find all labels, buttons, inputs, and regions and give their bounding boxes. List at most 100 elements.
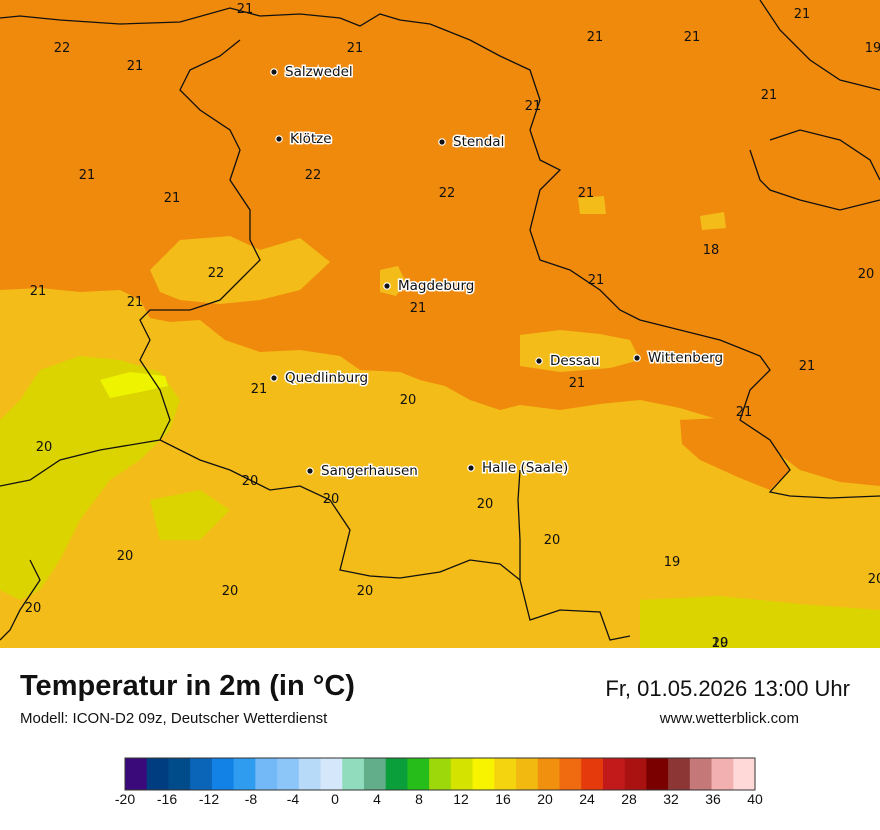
value-label: 22: [208, 266, 225, 281]
value-label: 21: [525, 99, 542, 114]
city-label: Quedlinburg: [285, 370, 368, 386]
legend-swatch: [602, 758, 626, 790]
legend-tick-label: 28: [621, 791, 637, 807]
legend-swatch: [646, 758, 669, 790]
value-label: 21: [79, 168, 96, 183]
city-label: Klötze: [290, 131, 332, 147]
legend-tick-label: 0: [331, 791, 339, 807]
legend-tick-label: -12: [199, 791, 219, 807]
value-label: 21: [127, 59, 144, 74]
city-dot: [270, 68, 278, 76]
legend-swatch: [255, 758, 278, 790]
value-label: 21: [578, 186, 595, 201]
temperature-zone-pocket: [680, 418, 790, 490]
temperature-zone-19: [640, 596, 880, 648]
legend-tick-label: -8: [245, 791, 258, 807]
city-dot: [438, 138, 446, 146]
legend-swatch: [494, 758, 517, 790]
city-marker: Halle (Saale): [467, 459, 570, 478]
value-label: 21: [799, 359, 816, 374]
forecast-datetime: Fr, 01.05.2026 13:00 Uhr: [605, 676, 850, 701]
value-label: 21: [347, 41, 364, 56]
value-label: 20: [117, 549, 134, 564]
city-dot: [306, 467, 314, 475]
legend-swatch: [363, 758, 387, 790]
city-marker: Magdeburg: [383, 277, 476, 296]
value-label: 20: [242, 474, 259, 489]
map-canvas: 21 22 21 21 21 21 21 19 21 21 21 21 22 22 21 18 20 22 21 21…: [0, 0, 880, 648]
city-markers: Salzwedel Klötze Stendal Magdeburg Dessau Wit…: [270, 63, 725, 481]
legend-swatch: [559, 758, 582, 790]
value-label: 22: [305, 168, 322, 183]
value-labels: 21 22 21 21 21 21 21 19 21 21 21 21 22 22 21 18 20 22 21 21…: [25, 2, 880, 648]
legend-swatch: [624, 758, 647, 790]
city-marker: Stendal: [438, 133, 506, 152]
temperature-zone-blob: [200, 410, 360, 448]
legend-swatch: [277, 758, 300, 790]
value-label: 19: [712, 636, 729, 648]
value-label: 21: [164, 191, 181, 206]
legend-tick-label: 36: [705, 791, 721, 807]
value-label: 21: [684, 30, 701, 45]
legend-tick-label: -20: [115, 791, 135, 807]
legend-swatch: [146, 758, 169, 790]
legend-swatch: [385, 758, 408, 790]
temperature-zone-pocket: [820, 396, 880, 470]
website-link[interactable]: www.wetterblick.com: [659, 710, 799, 727]
legend-swatch: [537, 758, 560, 790]
value-label: 21: [794, 7, 811, 22]
legend-tick-label: 8: [415, 791, 423, 807]
city-marker: Dessau: [535, 352, 601, 371]
temperature-zone-blob: [700, 212, 726, 230]
legend-tick-label: 12: [453, 791, 469, 807]
city-dot: [535, 357, 543, 365]
value-label: 20: [712, 636, 729, 648]
temperature-zone-blob: [220, 582, 246, 600]
temperature-zone-20: [0, 288, 880, 648]
temperature-zone-19: [0, 356, 180, 600]
legend-swatch: [516, 758, 539, 790]
legend-swatch: [429, 758, 452, 790]
legend-swatch: [407, 758, 430, 790]
city-marker: Sangerhausen: [306, 462, 419, 481]
city-dot: [467, 464, 475, 472]
city-marker: Wittenberg: [633, 349, 725, 368]
model-credit: Modell: ICON-D2 09z, Deutscher Wetterdie…: [20, 710, 328, 727]
legend-tick-label: 16: [495, 791, 511, 807]
legend-swatch: [711, 758, 734, 790]
value-label: 22: [54, 41, 71, 56]
legend-tick-label: 32: [663, 791, 679, 807]
value-label: 20: [25, 601, 42, 616]
legend-tick-label: 40: [747, 791, 763, 807]
legend-tick-label: 4: [373, 791, 381, 807]
city-label: Wittenberg: [648, 350, 723, 366]
value-label: 21: [30, 284, 47, 299]
value-label: 20: [477, 497, 494, 512]
value-label: 21: [237, 2, 254, 17]
value-label: 19: [865, 41, 880, 56]
city-label: Stendal: [453, 134, 504, 150]
value-label: 20: [222, 584, 239, 599]
city-dot: [633, 354, 641, 362]
legend-swatch: [668, 758, 691, 790]
value-label: 18: [703, 243, 720, 258]
map-footer: Temperatur in 2m (in °C) Modell: ICON-D2…: [0, 648, 880, 830]
value-label: 20: [357, 584, 374, 599]
legend-swatch: [581, 758, 604, 790]
value-label: 21: [736, 405, 753, 420]
value-label: 21: [761, 88, 778, 103]
legend-tick-label: -4: [287, 791, 300, 807]
legend-swatch: [211, 758, 235, 790]
city-label: Dessau: [550, 353, 600, 369]
value-label: 21: [410, 301, 427, 316]
legend-swatch: [298, 758, 321, 790]
legend-swatch: [450, 758, 473, 790]
city-marker: Klötze: [275, 130, 333, 149]
city-label: Magdeburg: [398, 278, 474, 294]
value-label: 20: [544, 533, 561, 548]
value-label: 19: [664, 555, 681, 570]
city-dot: [383, 282, 391, 290]
legend-tick-label: 24: [579, 791, 595, 807]
legend-swatch: [125, 758, 148, 790]
city-dot: [275, 135, 283, 143]
